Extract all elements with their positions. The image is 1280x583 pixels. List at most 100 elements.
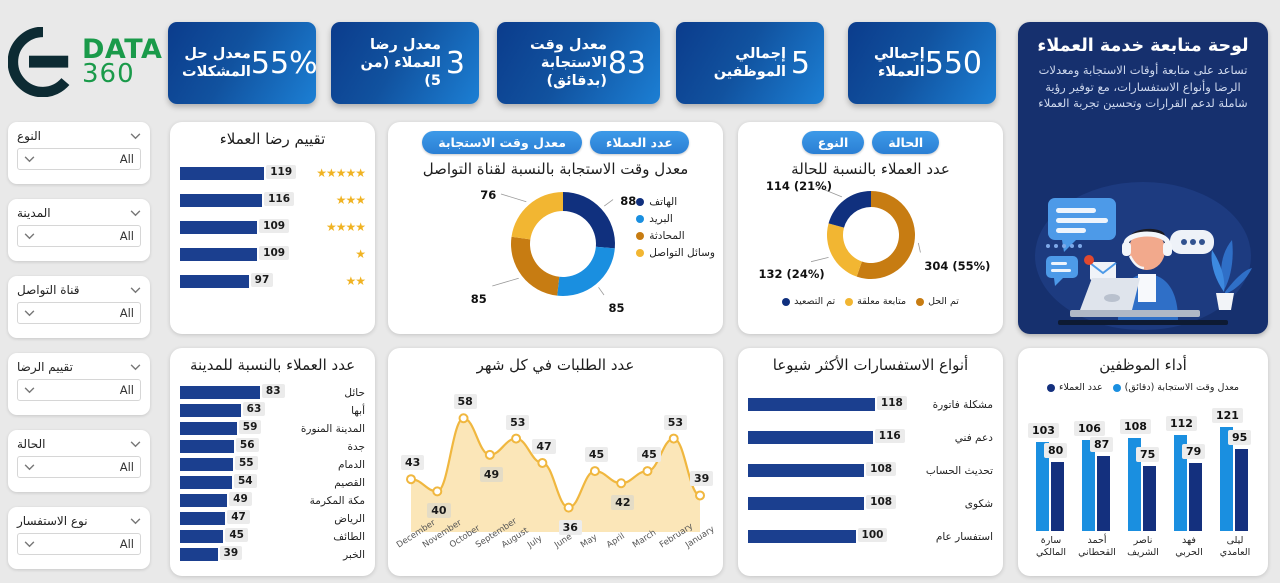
filter-header[interactable]: تقييم الرضا	[17, 360, 141, 374]
filter-select[interactable]: All	[17, 225, 141, 247]
bar-row[interactable]: دعم فني 116	[748, 429, 993, 444]
bar-row[interactable]: ★ 109	[180, 245, 366, 261]
filter-type[interactable]: النوع All	[8, 122, 150, 184]
bar-track: 63	[180, 402, 291, 417]
data-point-label: 53	[663, 414, 688, 430]
legend-item[interactable]: المحادثة	[636, 230, 715, 242]
data-point[interactable]	[432, 486, 443, 497]
bar-row[interactable]: ★★★★★ 119	[180, 164, 366, 180]
data-point[interactable]	[695, 490, 705, 501]
tab-response-time[interactable]: معدل وقت الاستجابة	[422, 131, 582, 154]
bar-row[interactable]: ★★ 97	[180, 272, 366, 288]
data-point[interactable]	[537, 457, 548, 468]
bar-row[interactable]: القصيم 54	[180, 474, 365, 489]
legend-item[interactable]: معدل وقت الاستجابة (دقائق)	[1112, 382, 1239, 393]
filter-select[interactable]: All	[17, 302, 141, 324]
bar-value-label: 49	[229, 492, 252, 506]
kpi-resolution-rate[interactable]: معدل حل المشكلات 55%	[168, 22, 318, 104]
chevron-down-icon	[24, 540, 35, 547]
bar-row[interactable]: جدة 56	[180, 438, 365, 453]
bar-value-label: 83	[261, 384, 285, 398]
bar-row[interactable]: حائل 83	[180, 384, 365, 399]
donut-segment[interactable]	[511, 192, 563, 240]
legend-label: البريد	[649, 213, 673, 225]
legend-item[interactable]: الهاتف	[636, 196, 715, 208]
filter-header[interactable]: المدينة	[17, 206, 141, 220]
chevron-down-icon	[130, 286, 141, 293]
employee-bar-group[interactable]: 106 87	[1074, 403, 1117, 531]
kpi-label: معدل رضا العملاء (من 5)	[360, 36, 441, 90]
filter-header[interactable]: النوع	[17, 129, 141, 143]
tab-status[interactable]: الحالة	[872, 131, 940, 154]
bar-fill	[180, 548, 218, 561]
bar-row[interactable]: الطائف 45	[180, 528, 365, 543]
bar-row[interactable]: الخبر 39	[180, 546, 365, 561]
donut-segment[interactable]	[557, 246, 615, 296]
employee-bar-group[interactable]: 103 80	[1028, 403, 1071, 531]
legend-item[interactable]: متابعة معلقة	[845, 296, 906, 307]
data-point[interactable]	[406, 474, 416, 485]
bar-row[interactable]: استفسار عام 100	[748, 528, 993, 543]
donut-segment[interactable]	[827, 223, 862, 277]
donut-value-label: 85	[608, 301, 625, 316]
bar-row[interactable]: مشكلة فاتورة 118	[748, 396, 993, 411]
bar-row[interactable]: ★★★ 116	[180, 191, 366, 207]
legend-item[interactable]: عدد العملاء	[1046, 382, 1103, 393]
employee-bar-group[interactable]: 112 79	[1166, 403, 1209, 531]
bar-value-label: 79	[1182, 443, 1206, 459]
filter-select[interactable]: All	[17, 148, 141, 170]
bar-row[interactable]: أبها 63	[180, 402, 365, 417]
kpi-total-employees[interactable]: إجمالي الموظفين 5	[676, 22, 824, 104]
legend-item[interactable]: تم الحل	[916, 296, 959, 307]
filter-channel[interactable]: قناة التواصل All	[8, 276, 150, 338]
bar-row[interactable]: تحديث الحساب 108	[748, 462, 993, 477]
filter-select[interactable]: All	[17, 379, 141, 401]
star-rating-icon: ★★	[345, 274, 366, 288]
filter-header[interactable]: قناة التواصل	[17, 283, 141, 297]
filter-value: All	[119, 306, 134, 320]
filter-header[interactable]: نوع الاستفسار	[17, 514, 141, 528]
data-point[interactable]	[563, 502, 574, 513]
employee-name-label: أحمد القحطاني	[1078, 535, 1116, 558]
legend-item[interactable]: وسائل التواصل	[636, 247, 715, 259]
donut-segment[interactable]	[511, 236, 560, 296]
tab-type[interactable]: النوع	[801, 131, 865, 154]
tab-customer-count[interactable]: عدد العملاء	[589, 131, 689, 154]
legend-color-swatch	[1046, 383, 1055, 392]
data-point[interactable]	[589, 466, 600, 477]
data-point[interactable]	[616, 478, 627, 489]
filter-city[interactable]: المدينة All	[8, 199, 150, 261]
filter-header[interactable]: الحالة	[17, 437, 141, 451]
kpi-response-time[interactable]: معدل وقت الاستجابة (بدقائق) 83	[497, 22, 660, 104]
data-point[interactable]	[458, 413, 469, 424]
data-point[interactable]	[511, 433, 522, 444]
donut-segment[interactable]	[856, 191, 915, 279]
bar-row[interactable]: الدمام 55	[180, 456, 365, 471]
data-point[interactable]	[642, 466, 653, 477]
bar-row[interactable]: مكة المكرمة 49	[180, 492, 365, 507]
kpi-total-customers[interactable]: إجمالي العملاء 550	[848, 22, 996, 104]
bar-category-label: أبها	[351, 404, 365, 417]
legend-item[interactable]: تم التصعيد	[782, 296, 835, 307]
legend-label: تم التصعيد	[794, 296, 836, 307]
filter-value: All	[119, 383, 134, 397]
filter-select[interactable]: All	[17, 456, 141, 478]
donut-segment[interactable]	[828, 191, 871, 228]
donut-segment[interactable]	[563, 192, 615, 249]
kpi-satisfaction-rate[interactable]: معدل رضا العملاء (من 5) 3	[331, 22, 479, 104]
bar-row[interactable]: ★★★★ 109	[180, 218, 366, 234]
filter-satisfaction[interactable]: تقييم الرضا All	[8, 353, 150, 415]
filter-select[interactable]: All	[17, 533, 141, 555]
legend-item[interactable]: البريد	[636, 213, 715, 225]
filter-inquiry-type[interactable]: نوع الاستفسار All	[8, 507, 150, 569]
bar-row[interactable]: الرياض 47	[180, 510, 365, 525]
employee-bar-group[interactable]: 108 75	[1120, 403, 1163, 531]
data-point[interactable]	[668, 433, 679, 444]
bar-row[interactable]: المدينة المنورة 59	[180, 420, 365, 435]
data-point[interactable]	[484, 449, 495, 460]
employee-bar-group[interactable]: 121 95	[1212, 403, 1255, 531]
data-point-label: 36	[558, 519, 582, 535]
bar-row[interactable]: شكوى 108	[748, 495, 993, 510]
filter-status[interactable]: الحالة All	[8, 430, 150, 492]
dashboard-hero-panel: لوحة متابعة خدمة العملاء تساعد على متابع…	[1018, 22, 1268, 334]
